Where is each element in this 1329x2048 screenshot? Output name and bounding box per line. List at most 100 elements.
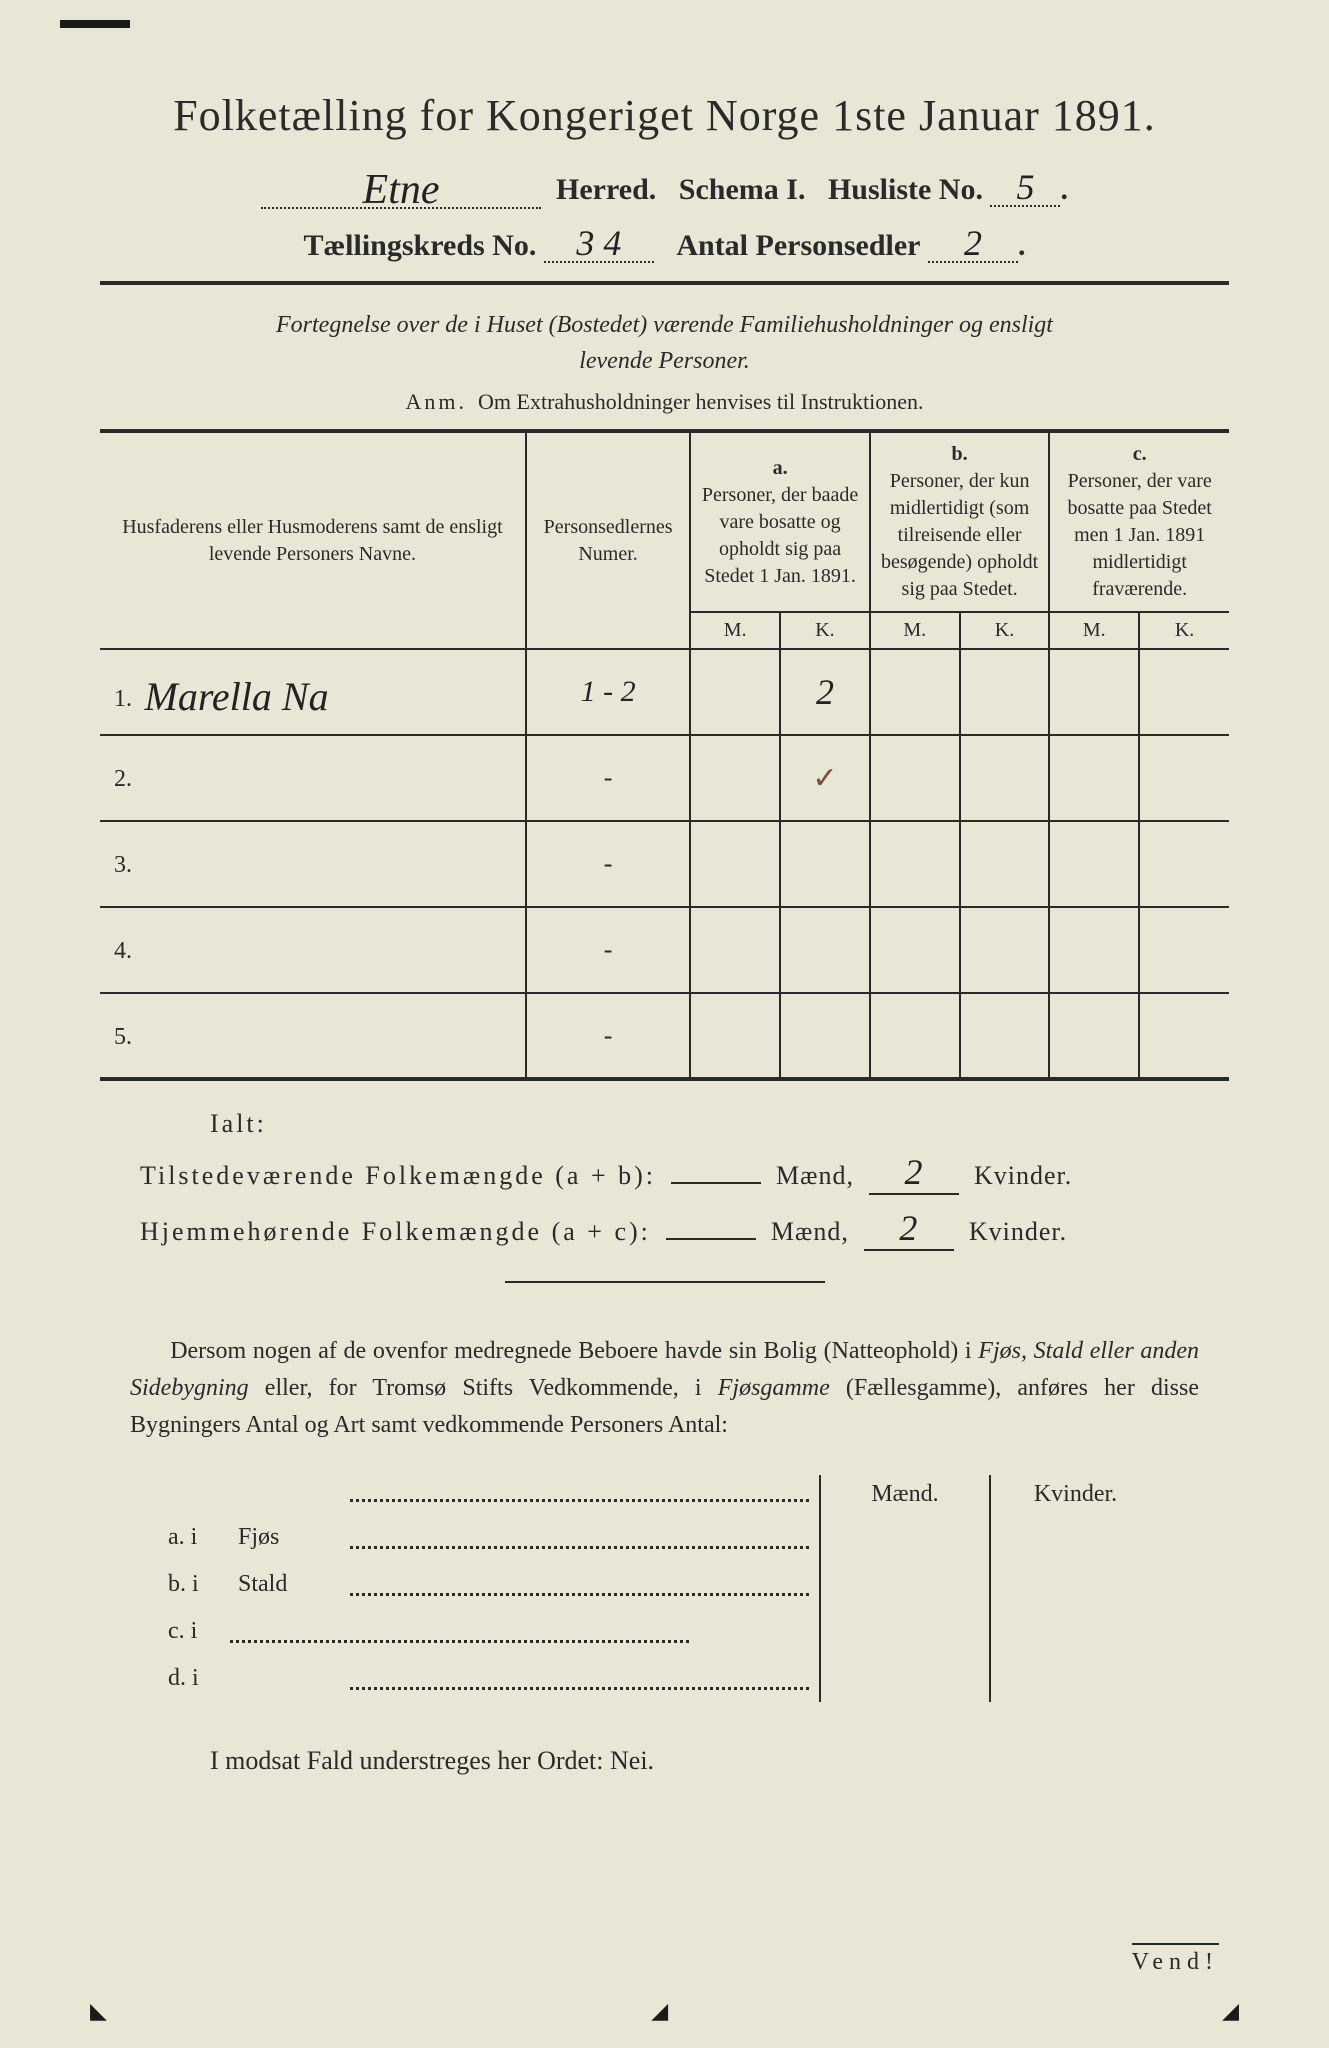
cell-b-k [960, 735, 1050, 821]
divider-1 [100, 281, 1229, 285]
bottom-col-maend: Mænd. [820, 1475, 990, 1514]
cell-a-k: ✓ [780, 735, 870, 821]
cell-c-k [1139, 649, 1229, 735]
antal-label: Antal Personsedler [676, 229, 920, 262]
nei-line: I modsat Fald understreges her Ordet: Ne… [210, 1746, 1229, 1776]
maend-label: Mænd, [771, 1217, 849, 1246]
kreds-value: 3 4 [576, 223, 621, 263]
cell-c-k [1139, 993, 1229, 1079]
husliste-label: Husliste No. [828, 173, 983, 206]
cell-a-m [690, 735, 780, 821]
cell-a-k: 2 [780, 649, 870, 735]
total-b-label: Hjemmehørende Folkemængde (a + c): [140, 1217, 651, 1246]
bottom-row-kvinder [990, 1514, 1160, 1561]
bottom-row-lbl: b. i [160, 1561, 230, 1608]
bottom-row: d. i [160, 1655, 1160, 1702]
cell-a-m [690, 907, 780, 993]
scan-mark-bm: ◢ [651, 1998, 668, 2024]
cell-b-k [960, 993, 1050, 1079]
bottom-row-word: Fjøs [230, 1514, 350, 1561]
anm-note: Anm. Om Extrahusholdninger henvises til … [100, 389, 1229, 415]
husliste-value: 5 [1016, 167, 1034, 207]
maend-label: Mænd, [776, 1161, 854, 1190]
cell-b-m [870, 821, 960, 907]
bottom-row-dots [350, 1514, 820, 1561]
cell-a-k [780, 907, 870, 993]
header-line-3: Tællingskreds No. 3 4 Antal Personsedler… [100, 225, 1229, 263]
para-text: Dersom nogen af de ovenfor medregnede Be… [170, 1338, 978, 1364]
bottom-row-maend [820, 1655, 990, 1702]
table-row: 5. - [100, 993, 1229, 1079]
table-row: 3. - [100, 821, 1229, 907]
cell-b-k [960, 907, 1050, 993]
census-form-page: Folketælling for Kongeriget Norge 1ste J… [100, 90, 1229, 1776]
total-a-maend [671, 1182, 761, 1184]
bottom-row-maend [820, 1608, 990, 1655]
col-header-group-c: c. Personer, der vare bosatte paa Stedet… [1049, 431, 1229, 612]
bottom-row-kvinder [990, 1608, 1160, 1655]
anm-text: Om Extrahusholdninger henvises til Instr… [478, 389, 923, 414]
cell-b-m [870, 735, 960, 821]
ialt-label: Ialt: [210, 1109, 1229, 1139]
row-name: Marella Na [145, 673, 329, 720]
col-header-group-a: a. Personer, der baade vare bosatte og o… [690, 431, 870, 612]
divider-2 [505, 1281, 825, 1283]
subtitle-line2: levende Personer. [579, 348, 750, 374]
instruction-paragraph: Dersom nogen af de ovenfor medregnede Be… [130, 1333, 1199, 1445]
col-b-m: M. [870, 612, 960, 649]
row-sedler: - [526, 907, 690, 993]
bottom-table: Mænd. Kvinder. a. i Fjøs b. i Stald c. i… [160, 1475, 1160, 1702]
table-row: 2. - ✓ [100, 735, 1229, 821]
para-text: eller, for Tromsø Stifts Vedkommende, i [249, 1375, 718, 1401]
page-title: Folketælling for Kongeriget Norge 1ste J… [100, 90, 1229, 141]
table-row: 1. Marella Na 1 - 2 2 [100, 649, 1229, 735]
total-a-label: Tilstedeværende Folkemængde (a + b): [140, 1161, 656, 1190]
cell-b-k [960, 649, 1050, 735]
total-b-kvinder: 2 [899, 1208, 918, 1248]
row-num: 1. [114, 686, 138, 713]
anm-label: Anm. [406, 389, 468, 414]
row-num: 4. [114, 938, 138, 965]
scan-mark-top [60, 20, 130, 28]
col-c-k: K. [1139, 612, 1229, 649]
cell-a-m [690, 821, 780, 907]
scan-mark-bl: ◣ [90, 1998, 107, 2024]
cell-c-m [1049, 907, 1139, 993]
bottom-row-kvinder [990, 1561, 1160, 1608]
table-row: 4. - [100, 907, 1229, 993]
cell-c-m [1049, 993, 1139, 1079]
bottom-row-dots [230, 1608, 700, 1655]
total-a-kvinder: 2 [904, 1152, 923, 1192]
cell-c-m [1049, 821, 1139, 907]
bottom-row-maend [820, 1514, 990, 1561]
bottom-row-word: Stald [230, 1561, 350, 1608]
main-table: Husfaderens eller Husmoderens samt de en… [100, 429, 1229, 1081]
bottom-row-word [230, 1655, 350, 1702]
cell-a-k [780, 993, 870, 1079]
cell-b-m [870, 907, 960, 993]
cell-a-k [780, 821, 870, 907]
antal-value: 2 [964, 223, 982, 263]
total-line-a: Tilstedeværende Folkemængde (a + b): Mæn… [140, 1151, 1229, 1195]
bottom-row: b. i Stald [160, 1561, 1160, 1608]
total-b-maend [666, 1238, 756, 1240]
col-header-group-b: b. Personer, der kun midlertidigt (som t… [870, 431, 1050, 612]
cell-b-m [870, 649, 960, 735]
bottom-row-dots [350, 1561, 820, 1608]
bottom-row-dots [350, 1655, 820, 1702]
row-sedler: - [526, 821, 690, 907]
herred-label: Herred. [556, 173, 656, 206]
row-num: 5. [114, 1024, 138, 1051]
col-c-m: M. [1049, 612, 1139, 649]
row-num: 3. [114, 852, 138, 879]
kvinder-label: Kvinder. [974, 1161, 1072, 1190]
cell-c-k [1139, 735, 1229, 821]
row-num: 2. [114, 766, 138, 793]
cell-c-k [1139, 907, 1229, 993]
cell-c-m [1049, 735, 1139, 821]
bottom-col-kvinder: Kvinder. [990, 1475, 1160, 1514]
bottom-row-lbl: d. i [160, 1655, 230, 1702]
cell-a-m [690, 649, 780, 735]
total-line-b: Hjemmehørende Folkemængde (a + c): Mænd,… [140, 1207, 1229, 1251]
herred-value: Etne [363, 169, 440, 211]
